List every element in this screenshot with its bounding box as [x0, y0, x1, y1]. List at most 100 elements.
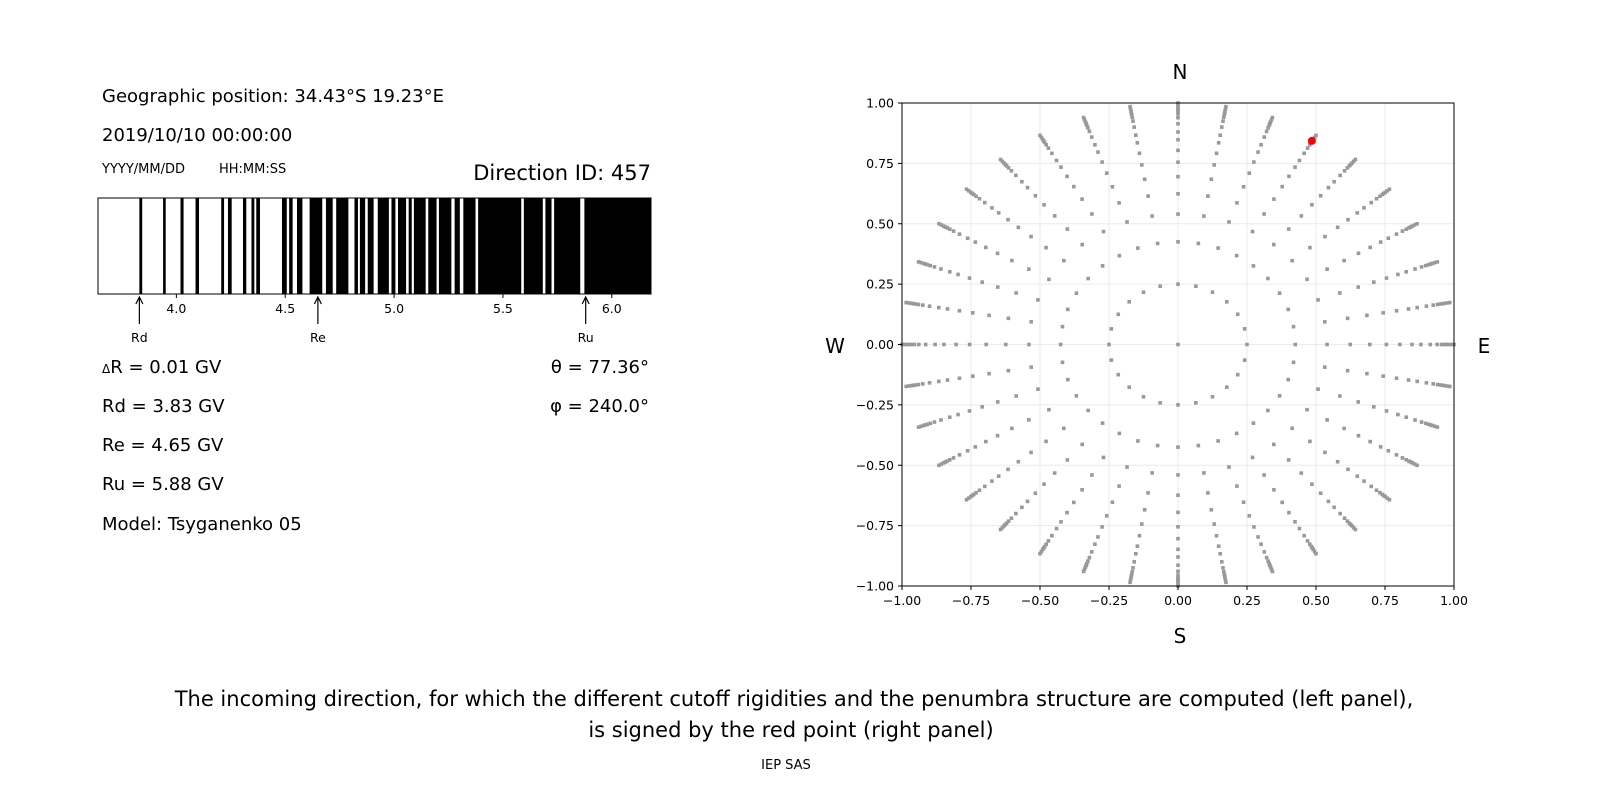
direction-point — [1280, 184, 1284, 189]
direction-point — [967, 409, 972, 413]
direction-point — [1318, 491, 1323, 496]
direction-point — [1350, 523, 1354, 528]
direction-point — [1383, 494, 1387, 499]
direction-point — [1431, 382, 1436, 386]
direction-point — [1014, 173, 1018, 178]
direction-point — [1202, 214, 1206, 218]
direction-point — [1404, 227, 1409, 231]
direction-point — [1314, 551, 1318, 556]
direction-point — [1302, 533, 1306, 538]
direction-point — [1332, 179, 1336, 184]
direction-point — [957, 232, 962, 236]
direction-point — [1130, 115, 1135, 120]
direction-point — [1272, 197, 1276, 201]
direction-point — [1223, 578, 1228, 582]
direction-point — [1378, 490, 1382, 495]
direction-point — [1394, 232, 1399, 236]
direction-point — [1060, 324, 1065, 329]
direction-point — [919, 260, 924, 265]
direction-point — [1206, 491, 1210, 495]
direction-point — [1398, 342, 1402, 347]
forbidden-band — [309, 198, 323, 294]
forbidden-band — [325, 198, 333, 294]
direction-point — [1176, 160, 1180, 164]
direction-point — [1264, 129, 1269, 134]
direction-point — [1176, 536, 1180, 541]
direction-point — [1086, 408, 1090, 413]
marker-label: Re — [310, 330, 326, 345]
forbidden-band — [584, 198, 651, 294]
marker-label: Ru — [578, 330, 594, 345]
direction-point — [984, 245, 988, 250]
direction-point — [1439, 342, 1444, 347]
direction-point — [951, 456, 956, 460]
direction-point — [1016, 459, 1021, 464]
forbidden-band — [163, 198, 166, 294]
direction-point — [1415, 379, 1419, 384]
direction-point — [1176, 112, 1180, 116]
x-tick-label: 4.5 — [275, 301, 295, 316]
direction-point — [990, 479, 994, 483]
forbidden-band — [545, 198, 552, 294]
direction-point — [939, 462, 944, 466]
direction-point — [947, 458, 952, 462]
direction-point — [1316, 298, 1320, 302]
direction-point — [1101, 229, 1106, 234]
direction-point — [947, 227, 952, 231]
direction-point — [1176, 569, 1180, 574]
forbidden-band — [454, 198, 460, 294]
direction-point — [1006, 368, 1011, 373]
compass-west: W — [825, 334, 845, 358]
direction-point — [1086, 276, 1090, 281]
x-tick-label: 6.0 — [602, 301, 622, 316]
delta-r: ΔR = 0.01 GV — [102, 357, 222, 378]
direction-point — [1286, 458, 1291, 462]
direction-point — [1272, 242, 1276, 247]
direction-point — [1206, 194, 1210, 198]
direction-point — [1042, 203, 1046, 207]
direction-point — [1029, 320, 1034, 324]
arrow-up-icon — [313, 295, 322, 305]
re-value: Re = 4.65 GV — [102, 435, 224, 456]
direction-point — [1345, 519, 1350, 523]
direction-point — [1117, 484, 1121, 488]
direction-point — [919, 424, 924, 429]
direction-point — [969, 190, 973, 195]
direction-point — [1100, 421, 1105, 425]
direction-point — [1444, 342, 1449, 347]
direction-point — [1176, 573, 1180, 577]
direction-point — [1047, 407, 1051, 412]
direction-point — [923, 262, 928, 266]
direction-point — [932, 265, 937, 269]
direction-point — [1218, 551, 1222, 556]
direction-point — [1083, 565, 1088, 569]
direction-point — [937, 379, 941, 384]
direction-point — [1235, 312, 1240, 317]
direction-point — [911, 383, 916, 388]
direction-point — [1136, 246, 1140, 250]
direction-point — [1140, 163, 1144, 167]
direction-point — [1093, 142, 1097, 147]
direction-point — [927, 381, 932, 385]
direction-point — [1428, 423, 1433, 427]
direction-point — [1342, 516, 1347, 521]
delta-symbol: Δ — [102, 362, 111, 376]
direction-point — [1044, 142, 1049, 147]
direction-point — [1093, 542, 1097, 547]
direction-point — [1342, 258, 1346, 263]
direction-point — [922, 261, 926, 266]
direction-point — [1297, 526, 1302, 531]
direction-point — [1332, 505, 1336, 510]
direction-point — [1044, 245, 1048, 250]
direction-point — [1027, 342, 1031, 347]
direction-point — [1083, 120, 1088, 124]
direction-point — [1227, 465, 1231, 469]
direction-point — [1224, 385, 1229, 389]
direction-point — [1326, 499, 1331, 504]
direction-point — [1059, 520, 1063, 524]
direction-point — [1223, 109, 1227, 114]
direction-point — [966, 189, 971, 193]
direction-point — [1378, 194, 1382, 199]
direction-point — [982, 484, 987, 489]
